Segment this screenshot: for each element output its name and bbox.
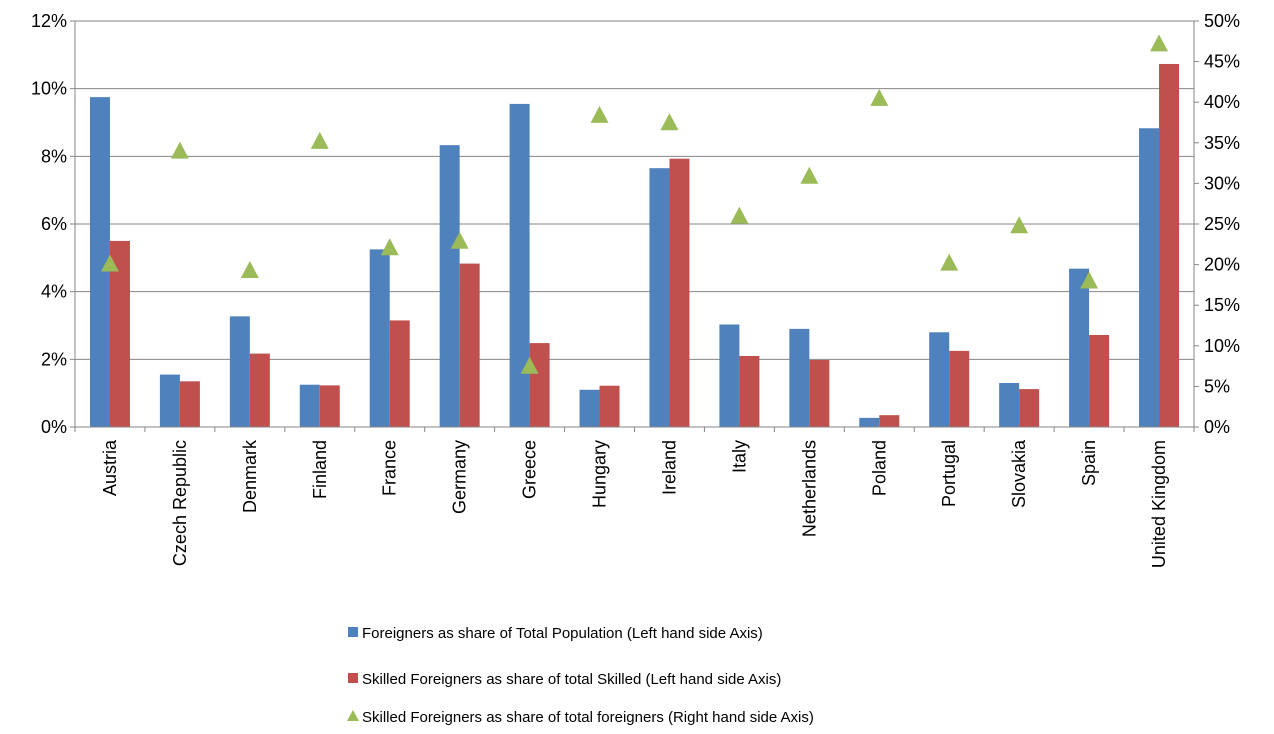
- scatter-point: [800, 166, 819, 184]
- bar-total-skilled: [809, 360, 830, 427]
- category-label: United Kingdom: [1149, 440, 1169, 568]
- bar-total-skilled: [319, 385, 340, 427]
- right-axis-tick-label: 40%: [1204, 92, 1240, 112]
- bar-marks: [89, 63, 1180, 428]
- category-label: Austria: [100, 439, 120, 496]
- category-label: Poland: [869, 440, 889, 496]
- scatter-marks: [100, 34, 1169, 374]
- left-axis-tick-label: 6%: [41, 214, 67, 234]
- right-axis-tick-label: 5%: [1204, 376, 1230, 396]
- left-axis-tick-label: 8%: [41, 146, 67, 166]
- right-axis-tick-label: 20%: [1204, 255, 1240, 275]
- category-label: Denmark: [240, 439, 260, 513]
- category-label: Portugal: [939, 440, 959, 507]
- left-axis-tick-label: 0%: [41, 417, 67, 437]
- category-label: Hungary: [590, 440, 610, 508]
- gridlines: [75, 20, 1194, 360]
- scatter-point: [870, 88, 889, 106]
- bar-total-population: [439, 145, 460, 427]
- bar-total-skilled: [459, 263, 480, 427]
- legend: Foreigners as share of Total Population …: [347, 625, 814, 726]
- category-label: Slovakia: [1009, 439, 1029, 508]
- scatter-point: [520, 356, 539, 374]
- legend-label: Skilled Foreigners as share of total for…: [362, 709, 814, 726]
- bar-total-population: [1069, 268, 1090, 427]
- bar-total-skilled: [179, 381, 200, 427]
- category-label: Ireland: [659, 440, 679, 495]
- left-axis-tick-label: 4%: [41, 282, 67, 302]
- right-axis-tick-label: 0%: [1204, 417, 1230, 437]
- scatter-point: [660, 113, 679, 131]
- category-label: Finland: [310, 440, 330, 499]
- right-axis-tick-label: 15%: [1204, 295, 1240, 315]
- scatter-point: [240, 260, 259, 278]
- bar-total-skilled: [599, 385, 620, 427]
- bar-total-population: [929, 332, 950, 427]
- left-axis-tick-labels: 0% 2% 4% 6% 8% 10% 12%: [31, 11, 67, 437]
- legend-swatch: [347, 710, 359, 721]
- right-axis-tick-labels: 0% 5% 10% 15% 20% 25% 30% 35% 40% 45% 50%: [1204, 11, 1240, 437]
- category-label: France: [380, 440, 400, 496]
- bar-total-skilled: [1019, 389, 1040, 427]
- bar-total-skilled: [1089, 334, 1110, 427]
- bar-total-skilled: [249, 353, 270, 427]
- category-label: Netherlands: [799, 440, 819, 537]
- left-axis-tick-label: 2%: [41, 349, 67, 369]
- scatter-point: [940, 253, 959, 271]
- category-label: Germany: [450, 440, 470, 514]
- bar-total-skilled: [949, 350, 970, 427]
- bar-total-population: [579, 389, 600, 427]
- right-axis-tick-label: 10%: [1204, 336, 1240, 356]
- scatter-point: [590, 105, 609, 123]
- bar-total-skilled: [389, 320, 410, 427]
- bar-total-population: [999, 383, 1020, 427]
- bar-total-population: [649, 168, 670, 428]
- left-axis-tick-label: 12%: [31, 11, 67, 31]
- bar-total-population: [789, 328, 810, 427]
- right-axis-tick-label: 25%: [1204, 214, 1240, 234]
- scatter-point: [450, 231, 469, 249]
- bar-total-population: [229, 316, 250, 427]
- scatter-point: [1080, 271, 1099, 289]
- scatter-point: [310, 131, 329, 149]
- legend-label: Skilled Foreigners as share of total Ski…: [362, 671, 781, 688]
- scatter-point: [170, 141, 189, 159]
- bar-total-population: [859, 417, 880, 427]
- right-axis-tick-label: 30%: [1204, 173, 1240, 193]
- bar-total-skilled: [739, 355, 760, 427]
- bar-total-skilled: [529, 343, 550, 427]
- left-axis-tick-label: 10%: [31, 79, 67, 99]
- right-axis-tick-label: 45%: [1204, 52, 1240, 72]
- category-label: Czech Republic: [170, 440, 190, 566]
- scatter-point: [380, 238, 399, 256]
- scatter-point: [1010, 216, 1029, 234]
- right-axis-tick-label: 50%: [1204, 11, 1240, 31]
- bar-total-skilled: [109, 240, 130, 427]
- bar-total-skilled: [879, 415, 900, 427]
- legend-swatch: [348, 673, 358, 683]
- bar-total-population: [1139, 128, 1160, 428]
- legend-swatch: [348, 627, 358, 637]
- scatter-point: [100, 254, 119, 272]
- bar-total-population: [89, 97, 110, 427]
- right-axis-tick-label: 35%: [1204, 133, 1240, 153]
- bar-total-population: [159, 374, 180, 427]
- bar-total-skilled: [669, 158, 690, 427]
- category-label: Spain: [1079, 440, 1099, 486]
- category-axis-labels: Austria Czech Republic Denmark Finland Franc…: [100, 439, 1169, 568]
- bar-total-population: [369, 249, 390, 427]
- category-label: Italy: [729, 440, 749, 473]
- bar-total-population: [719, 324, 740, 427]
- axes: [70, 20, 1199, 432]
- scatter-point: [1150, 34, 1169, 52]
- bar-total-skilled: [1159, 63, 1180, 428]
- bar-total-population: [509, 103, 530, 428]
- legend-label: Foreigners as share of Total Population …: [362, 625, 763, 642]
- category-label: Greece: [520, 440, 540, 499]
- scatter-point: [730, 206, 749, 224]
- bar-total-population: [299, 384, 320, 427]
